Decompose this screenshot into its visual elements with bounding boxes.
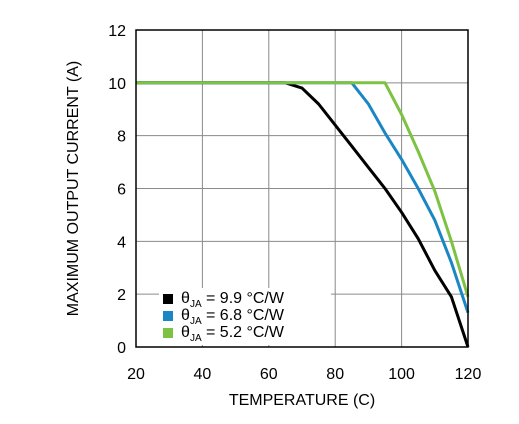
legend-subscript-1: JA [190, 299, 202, 310]
legend-label-1: = 9.9 °C/W [206, 290, 285, 307]
x-tick-label: 40 [194, 366, 212, 383]
plot-frame [135, 29, 469, 348]
legend-symbol-3: θ [181, 324, 190, 341]
x-tick-label: 80 [326, 366, 344, 383]
x-axis-title: TEMPERATURE (C) [229, 392, 375, 409]
y-tick-label: 0 [117, 340, 126, 357]
series-lines [136, 81, 470, 348]
legend-subscript-2: JA [190, 316, 202, 327]
legend: θ JA = 9.9 °C/Wθ JA = 6.8 °C/Wθ JA = 5.2 °C/W [159, 288, 331, 345]
x-tick-label: 120 [455, 366, 482, 383]
y-tick-label: 8 [117, 129, 126, 146]
y-tick-label: 6 [117, 182, 126, 199]
series-line-3 [136, 81, 470, 298]
x-tick-label: 20 [127, 366, 145, 383]
legend-symbol-2: θ [181, 307, 190, 324]
series-line-2 [136, 81, 470, 314]
legend-label-3: = 5.2 °C/W [206, 324, 285, 341]
series-line-1 [136, 81, 470, 348]
x-tick-label: 100 [388, 366, 415, 383]
y-tick-label: 4 [117, 234, 126, 251]
y-tick-label: 2 [117, 287, 126, 304]
y-tick-label: 12 [108, 23, 126, 40]
legend-symbol-1: θ [181, 290, 190, 307]
tick-labels: 20 40 60 80 100 120 0 2 4 6 8 10 12 [108, 23, 481, 383]
y-axis-title: MAXIMUM OUTPUT CURRENT (A) [65, 61, 82, 316]
legend-label-2: = 6.8 °C/W [206, 307, 285, 324]
legend-swatch-1 [163, 294, 173, 304]
legend-swatch-2 [163, 311, 173, 321]
legend-swatch-3 [163, 328, 173, 338]
legend-background [159, 288, 331, 345]
x-tick-label: 60 [260, 366, 278, 383]
legend-subscript-3: JA [190, 333, 202, 344]
y-tick-label: 10 [108, 76, 126, 93]
